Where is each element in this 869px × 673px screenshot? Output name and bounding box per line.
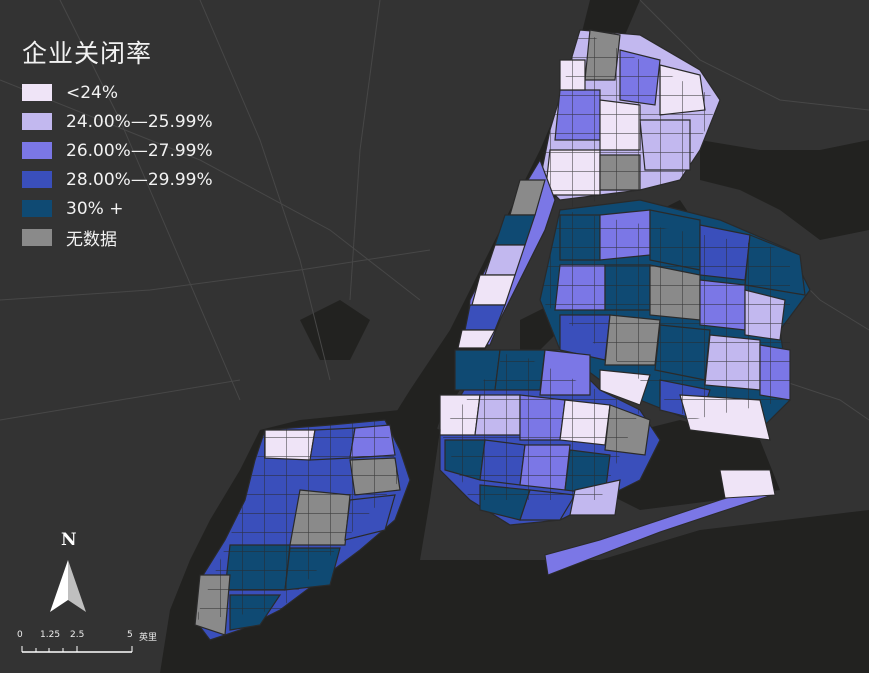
long-island-sound bbox=[700, 140, 869, 240]
scale-tick-1: 1.25 bbox=[40, 630, 61, 640]
legend-item: 28.00%—29.99% bbox=[22, 165, 213, 194]
legend-swatch bbox=[22, 113, 52, 130]
scale-bar: 0 1.25 2.5 5 英里 bbox=[16, 630, 176, 660]
scale-unit: 英里 bbox=[139, 633, 158, 643]
legend-label: 26.00%—27.99% bbox=[66, 140, 213, 161]
legend-label: 无数据 bbox=[66, 230, 117, 250]
legend-item: 24.00%—25.99% bbox=[22, 107, 213, 136]
legend-label: 24.00%—25.99% bbox=[66, 111, 213, 132]
legend: 企业关闭率 <24% 24.00%—25.99% 26.00%—27.99% 28.0… bbox=[22, 38, 213, 252]
scale-bar-line bbox=[21, 646, 133, 653]
borough-manhattan bbox=[457, 158, 556, 349]
zip-boundaries bbox=[195, 30, 790, 620]
legend-label: 28.00%—29.99% bbox=[66, 169, 213, 190]
legend-item: 无数据 bbox=[22, 223, 213, 252]
legend-item: <24% bbox=[22, 78, 213, 107]
legend-swatch bbox=[22, 200, 52, 217]
scale-tick-3: 5 bbox=[127, 630, 133, 640]
legend-swatch bbox=[22, 171, 52, 188]
newark-bay bbox=[300, 300, 370, 360]
legend-swatch bbox=[22, 142, 52, 159]
scale-tick-2: 2.5 bbox=[70, 630, 85, 640]
legend-swatch bbox=[22, 84, 52, 101]
scale-tick-0: 0 bbox=[17, 630, 23, 640]
north-arrow: N bbox=[48, 530, 92, 620]
rockaway-peninsula bbox=[544, 469, 776, 576]
north-letter: N bbox=[61, 530, 77, 550]
legend-swatch bbox=[22, 229, 52, 246]
north-arrow-icon bbox=[50, 560, 86, 612]
legend-item: 26.00%—27.99% bbox=[22, 136, 213, 165]
legend-item: 30% + bbox=[22, 194, 213, 223]
road-network bbox=[0, 0, 869, 421]
legend-label: <24% bbox=[66, 82, 119, 103]
legend-label: 30% + bbox=[66, 198, 124, 219]
legend-title: 企业关闭率 bbox=[22, 39, 153, 68]
